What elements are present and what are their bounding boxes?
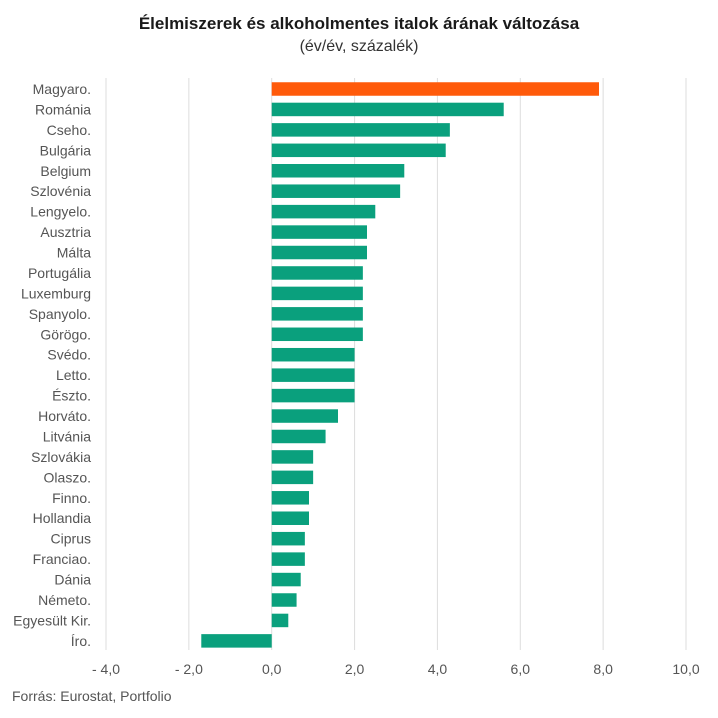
chart-subtitle: (év/év, százalék) [299, 38, 419, 55]
category-label: Luxemburg [21, 285, 91, 301]
x-tick-label: 10,0 [672, 661, 699, 677]
category-label: Horváto. [38, 408, 91, 424]
bar [271, 164, 405, 178]
bar [271, 327, 363, 342]
bar [271, 245, 367, 260]
category-label: Görögo. [40, 326, 91, 342]
bar [271, 531, 305, 546]
bar [271, 286, 363, 301]
bar [271, 388, 355, 403]
category-label: Olaszo. [44, 469, 91, 485]
category-label: Szlovénia [30, 183, 91, 199]
category-label: Ausztria [40, 224, 91, 240]
category-label: Litvánia [43, 428, 91, 444]
category-labels: Magyaro. Románia Cseho. Bulgária Belgium Szlo… [13, 81, 91, 649]
category-label: Ciprus [51, 531, 91, 547]
bar [271, 511, 309, 525]
category-label: Románia [35, 101, 91, 117]
category-label: Lengyelo. [30, 204, 91, 220]
bar [271, 143, 446, 158]
bar [271, 409, 338, 423]
category-label: Finno. [52, 490, 91, 506]
x-axis-tick-labels: - 4,0 - 2,0 0,0 2,0 4,0 6,0 8,0 10,0 [92, 661, 700, 677]
category-label: Észto. [52, 388, 91, 404]
bar [271, 82, 599, 96]
category-label: Szlovákia [31, 449, 91, 465]
category-label: Svédo. [47, 347, 91, 363]
bar [271, 347, 355, 362]
x-tick-label: 4,0 [428, 661, 448, 677]
category-label: Egyesült Kir. [13, 612, 91, 628]
category-label: Letto. [56, 367, 91, 383]
category-label: Magyaro. [33, 81, 91, 97]
category-label: Dánia [54, 572, 91, 588]
bar [201, 634, 272, 648]
bar [271, 470, 314, 485]
bar [271, 572, 301, 587]
chart-title: Élelmiszerek és alkoholmentes italok árá… [138, 14, 580, 33]
bar [271, 204, 376, 219]
bar [271, 225, 367, 239]
category-label: Íro. [71, 633, 91, 649]
category-label: Cseho. [47, 122, 91, 138]
bar [271, 450, 314, 464]
x-tick-label: 2,0 [345, 661, 365, 677]
source-note: Forrás: Eurostat, Portfolio [12, 688, 172, 704]
bar [271, 307, 363, 321]
bar [271, 613, 289, 628]
bar [271, 102, 504, 117]
bar [271, 368, 355, 382]
category-label: Belgium [40, 163, 91, 179]
x-tick-label: 8,0 [593, 661, 613, 677]
bar [271, 552, 305, 566]
category-label: Bulgária [40, 142, 92, 158]
x-tick-label: 6,0 [511, 661, 531, 677]
x-tick-label: - 2,0 [175, 661, 203, 677]
bar [271, 429, 326, 444]
category-label: Németo. [38, 592, 91, 608]
category-label: Portugália [28, 265, 91, 281]
category-label: Franciao. [33, 551, 91, 567]
x-tick-label: - 4,0 [92, 661, 120, 677]
category-label: Spanyolo. [29, 306, 91, 322]
category-label: Málta [57, 245, 91, 261]
bar [271, 593, 297, 607]
bar [271, 266, 363, 280]
bar [271, 184, 401, 198]
category-label: Hollandia [33, 510, 92, 526]
x-tick-label: 0,0 [262, 661, 282, 677]
grid-lines [105, 78, 687, 650]
bars [201, 82, 599, 648]
bar [271, 123, 450, 137]
bar [271, 491, 309, 505]
